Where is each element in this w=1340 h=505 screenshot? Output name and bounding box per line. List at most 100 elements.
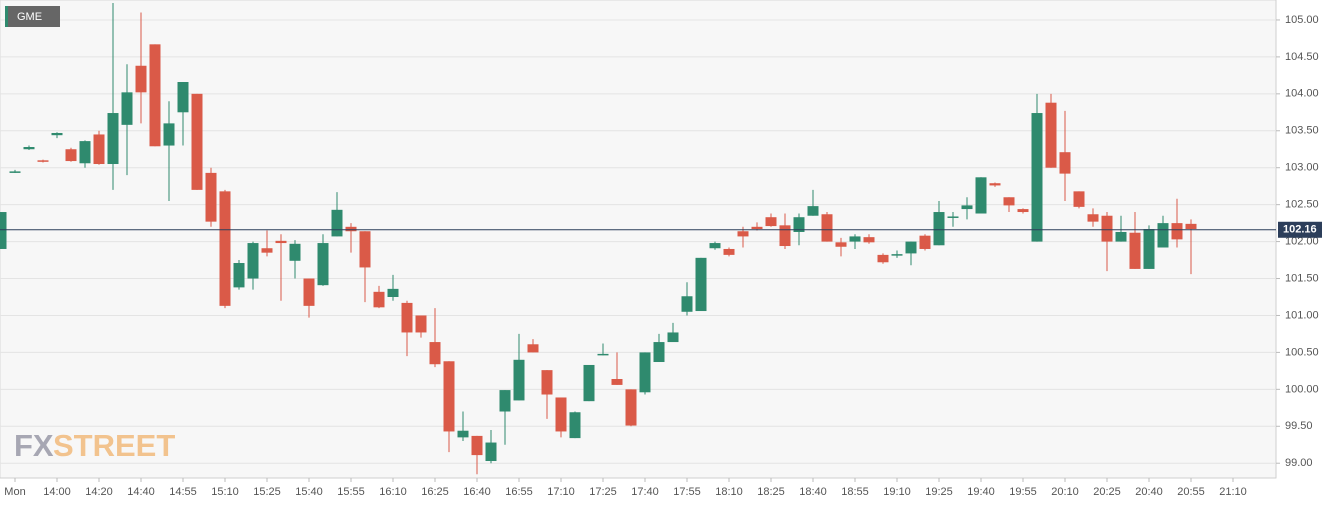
legend-box xyxy=(5,6,60,27)
candle-body xyxy=(275,240,287,244)
candle-body xyxy=(793,217,805,232)
candle-body xyxy=(709,243,721,249)
candle-body xyxy=(527,344,539,353)
candle-body xyxy=(219,191,231,306)
y-tick-label: 100.50 xyxy=(1285,346,1319,358)
candle-body xyxy=(1073,191,1085,207)
candle-body xyxy=(919,235,931,249)
plot-area xyxy=(0,0,1277,479)
candle-body xyxy=(723,248,735,255)
y-tick-label: 102.00 xyxy=(1285,235,1319,247)
candle-body xyxy=(625,389,637,426)
x-tick-label: 19:55 xyxy=(1009,486,1037,498)
x-tick-label: 18:10 xyxy=(715,486,743,498)
y-tick-label: 101.50 xyxy=(1285,272,1319,284)
candle-body xyxy=(163,123,175,146)
x-tick-label: 16:10 xyxy=(379,486,407,498)
current-price-box xyxy=(1278,221,1322,238)
candle-body xyxy=(331,209,343,237)
x-tick-label: 16:25 xyxy=(421,486,449,498)
candle-body xyxy=(961,205,973,210)
candle-body xyxy=(947,216,959,218)
y-tick-label: 102.50 xyxy=(1285,199,1319,211)
candle-body xyxy=(79,141,91,164)
candle-body xyxy=(485,442,497,462)
candle-body xyxy=(345,226,357,232)
x-tick-label: 21:10 xyxy=(1219,486,1247,498)
candle-body xyxy=(121,92,133,125)
candle-body xyxy=(667,332,679,343)
candle-body xyxy=(751,226,763,230)
candle-body xyxy=(191,93,203,190)
candle-body xyxy=(1101,215,1113,242)
y-tick-label: 99.50 xyxy=(1285,420,1313,432)
candle-body xyxy=(51,132,63,136)
current-price-label: 102.16 xyxy=(1283,224,1317,236)
grid xyxy=(0,19,1280,482)
x-tick-label: 14:00 xyxy=(43,486,71,498)
candle-body xyxy=(149,44,161,147)
candle-body xyxy=(597,353,609,356)
x-tick-label: 15:40 xyxy=(295,486,323,498)
legend-swatch xyxy=(5,6,8,27)
candle-body xyxy=(653,342,665,363)
x-tick-label: 20:40 xyxy=(1135,486,1163,498)
y-tick-label: 99.00 xyxy=(1285,457,1313,469)
candle-body xyxy=(177,82,189,113)
x-tick-label: 20:25 xyxy=(1093,486,1121,498)
candle-body xyxy=(1017,209,1029,213)
x-tick-label: 17:55 xyxy=(673,486,701,498)
candle-body xyxy=(1059,152,1071,174)
candle-body xyxy=(779,225,791,247)
candle-body xyxy=(975,177,987,214)
y-tick-label: 105.00 xyxy=(1285,14,1319,26)
candle-body xyxy=(107,113,119,165)
candle-body xyxy=(737,231,749,237)
candle-body xyxy=(65,149,77,162)
candle-body xyxy=(415,315,427,333)
x-tick-label: 14:20 xyxy=(85,486,113,498)
candle-body xyxy=(695,257,707,312)
x-tick-label: 17:10 xyxy=(547,486,575,498)
candle-body xyxy=(849,236,861,242)
candle-body xyxy=(1087,214,1099,222)
candle-body xyxy=(0,212,7,249)
candle-body xyxy=(429,342,441,365)
candle-body xyxy=(821,214,833,242)
candle-body xyxy=(933,212,945,246)
x-tick-label: 16:40 xyxy=(463,486,491,498)
candle-body xyxy=(1045,102,1057,168)
candle-body xyxy=(261,248,273,253)
x-tick-label: Mon xyxy=(4,486,25,498)
candle-body xyxy=(1143,229,1155,269)
candle-body xyxy=(443,361,455,432)
x-tick-label: 19:10 xyxy=(883,486,911,498)
legend-label: GME xyxy=(17,11,42,23)
candle-body xyxy=(247,243,259,279)
candle-body xyxy=(23,147,35,150)
candle-body xyxy=(1115,231,1127,242)
candle-body xyxy=(877,254,889,263)
candle-body xyxy=(863,237,875,243)
candle-body xyxy=(373,291,385,308)
y-tick-label: 103.50 xyxy=(1285,125,1319,137)
candle-body xyxy=(765,217,777,227)
watermark-street: STREET xyxy=(53,428,175,463)
y-tick-label: 100.00 xyxy=(1285,383,1319,395)
x-tick-label: 16:55 xyxy=(505,486,533,498)
x-tick-label: 20:10 xyxy=(1051,486,1079,498)
candle-body xyxy=(37,160,49,162)
candle-body xyxy=(891,254,903,256)
candles xyxy=(0,2,1276,475)
x-tick-label: 18:25 xyxy=(757,486,785,498)
candle-body xyxy=(807,206,819,216)
candle-body xyxy=(569,412,581,439)
candle-body xyxy=(583,364,595,402)
candle-body xyxy=(1185,223,1197,230)
labels: 99.00 99.50 100.00 100.50 101.00 101.50 102.00… xyxy=(4,14,1322,498)
x-tick-label: 15:55 xyxy=(337,486,365,498)
x-tick-label: 17:25 xyxy=(589,486,617,498)
candle-body xyxy=(1157,223,1169,248)
candle-body xyxy=(93,134,105,165)
